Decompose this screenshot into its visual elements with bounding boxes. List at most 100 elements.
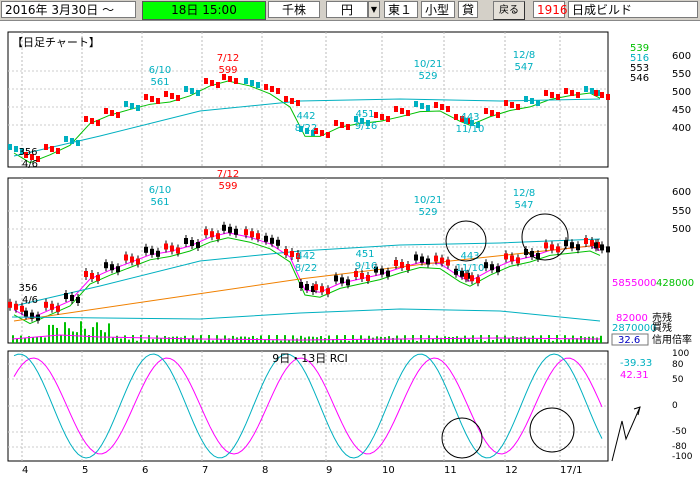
currency-select[interactable]: 円: [326, 1, 368, 18]
p2-candle: [284, 249, 288, 255]
p2-candle: [320, 286, 324, 293]
volume-bar: [32, 337, 34, 343]
p2-ma-vlong: [13, 244, 601, 322]
p1-candle: [576, 92, 580, 98]
volume-bar: [592, 336, 594, 343]
volume-bar: [472, 335, 474, 343]
back-button[interactable]: 戻る: [493, 1, 525, 20]
p1-candle: [270, 86, 274, 92]
p1-candle: [326, 132, 330, 138]
start-date-field[interactable]: 2016年 3月30日 ～: [1, 1, 136, 18]
p1-candle: [196, 90, 200, 96]
volume-bar: [48, 324, 50, 343]
p1-candle: [256, 82, 260, 88]
volume-bar: [480, 335, 482, 343]
p2-candle: [296, 253, 300, 259]
p1-candle: [296, 100, 300, 106]
p2-candle: [490, 264, 494, 271]
margin-field[interactable]: 貸: [458, 1, 478, 18]
volume-bar: [292, 335, 294, 343]
p2-candle: [440, 257, 444, 264]
p1-candle: [311, 130, 315, 136]
p2-candle: [556, 246, 560, 253]
stock-code-field[interactable]: 1916: [533, 1, 568, 18]
margin-ratio-box: [611, 333, 649, 346]
volume-bar: [188, 338, 190, 343]
p2-candle: [116, 266, 120, 273]
volume-bar: [500, 338, 502, 343]
market-field[interactable]: 東１: [384, 1, 418, 18]
p1-candle: [550, 92, 554, 98]
volume-bar: [356, 339, 358, 343]
p2-candle: [176, 247, 180, 254]
p2-candle: [464, 273, 468, 280]
p1-candle: [234, 78, 238, 84]
p1-candle: [386, 116, 390, 122]
stock-name-field[interactable]: 日成ビルド: [568, 1, 698, 18]
volume-bar: [452, 336, 454, 343]
volume-bar: [288, 339, 290, 343]
p2-candle: [496, 266, 500, 273]
volume-bar: [600, 335, 602, 343]
volume-bar: [152, 339, 154, 343]
panel1-title: 【日足チャート】: [12, 36, 100, 49]
volume-bar: [424, 339, 426, 343]
p1-annot-6-10: 6/10: [149, 65, 171, 76]
volume-bar: [60, 335, 62, 343]
volume-bar: [588, 336, 590, 343]
volume-bar: [132, 335, 134, 343]
p2-candle: [56, 305, 60, 312]
hand-arrow: [611, 406, 641, 462]
volume-bar: [20, 335, 22, 343]
p2-annot-7-12: 7/12: [217, 169, 239, 180]
rci-legend-1: -39.33: [620, 358, 652, 369]
p1-candle: [8, 144, 12, 150]
volume-bar: [572, 335, 574, 343]
unit-field[interactable]: 千株: [268, 1, 320, 18]
xtick-12: 12: [505, 465, 518, 476]
p2-candle: [222, 224, 226, 231]
volume-bar: [400, 338, 402, 343]
volume-bar: [444, 336, 446, 343]
p2-candle: [170, 245, 174, 252]
p2-candle: [426, 258, 430, 265]
lot-type-field[interactable]: 小型: [421, 1, 455, 18]
volume-bar: [44, 337, 46, 343]
currency-dropdown-icon[interactable]: ▼: [368, 1, 380, 18]
p1-candle: [334, 120, 338, 126]
volume-bar: [580, 336, 582, 343]
p1-candle: [190, 88, 194, 94]
p2-candle: [326, 288, 330, 295]
volume-bar: [532, 335, 534, 343]
p2-candle: [270, 237, 274, 244]
volume-bar: [120, 338, 122, 343]
p2-candle: [544, 242, 548, 249]
p1-candle: [544, 90, 548, 96]
vol-value-2870000: 2870000: [612, 323, 657, 334]
p1-candle: [124, 101, 128, 107]
p1-candle: [44, 144, 48, 150]
volume-bar: [300, 335, 302, 343]
volume-bar: [516, 337, 518, 343]
p2-candle: [84, 271, 88, 277]
p1-ytick-450: 450: [672, 105, 691, 116]
p1-candle: [570, 90, 574, 96]
volume-bar: [344, 335, 346, 343]
p2-candle: [234, 228, 238, 235]
p1-candle: [204, 78, 208, 84]
p2-candle: [400, 262, 404, 268]
p1-candle: [76, 140, 80, 146]
clock-display: 18日 15:00: [142, 1, 266, 20]
p1-candle: [366, 120, 370, 126]
rci-ytick-m80: -80: [672, 442, 687, 452]
p2-candle: [110, 264, 114, 271]
p1-candle: [504, 100, 508, 106]
vol-line: [11, 334, 601, 341]
panel1-grid: [8, 32, 608, 167]
volume-bar: [464, 335, 466, 343]
p2-candle: [8, 301, 12, 308]
p1-candle: [210, 80, 214, 86]
volume-bar: [272, 340, 274, 343]
p2-candle: [30, 312, 34, 319]
rci-ytick-80: 80: [672, 360, 684, 370]
